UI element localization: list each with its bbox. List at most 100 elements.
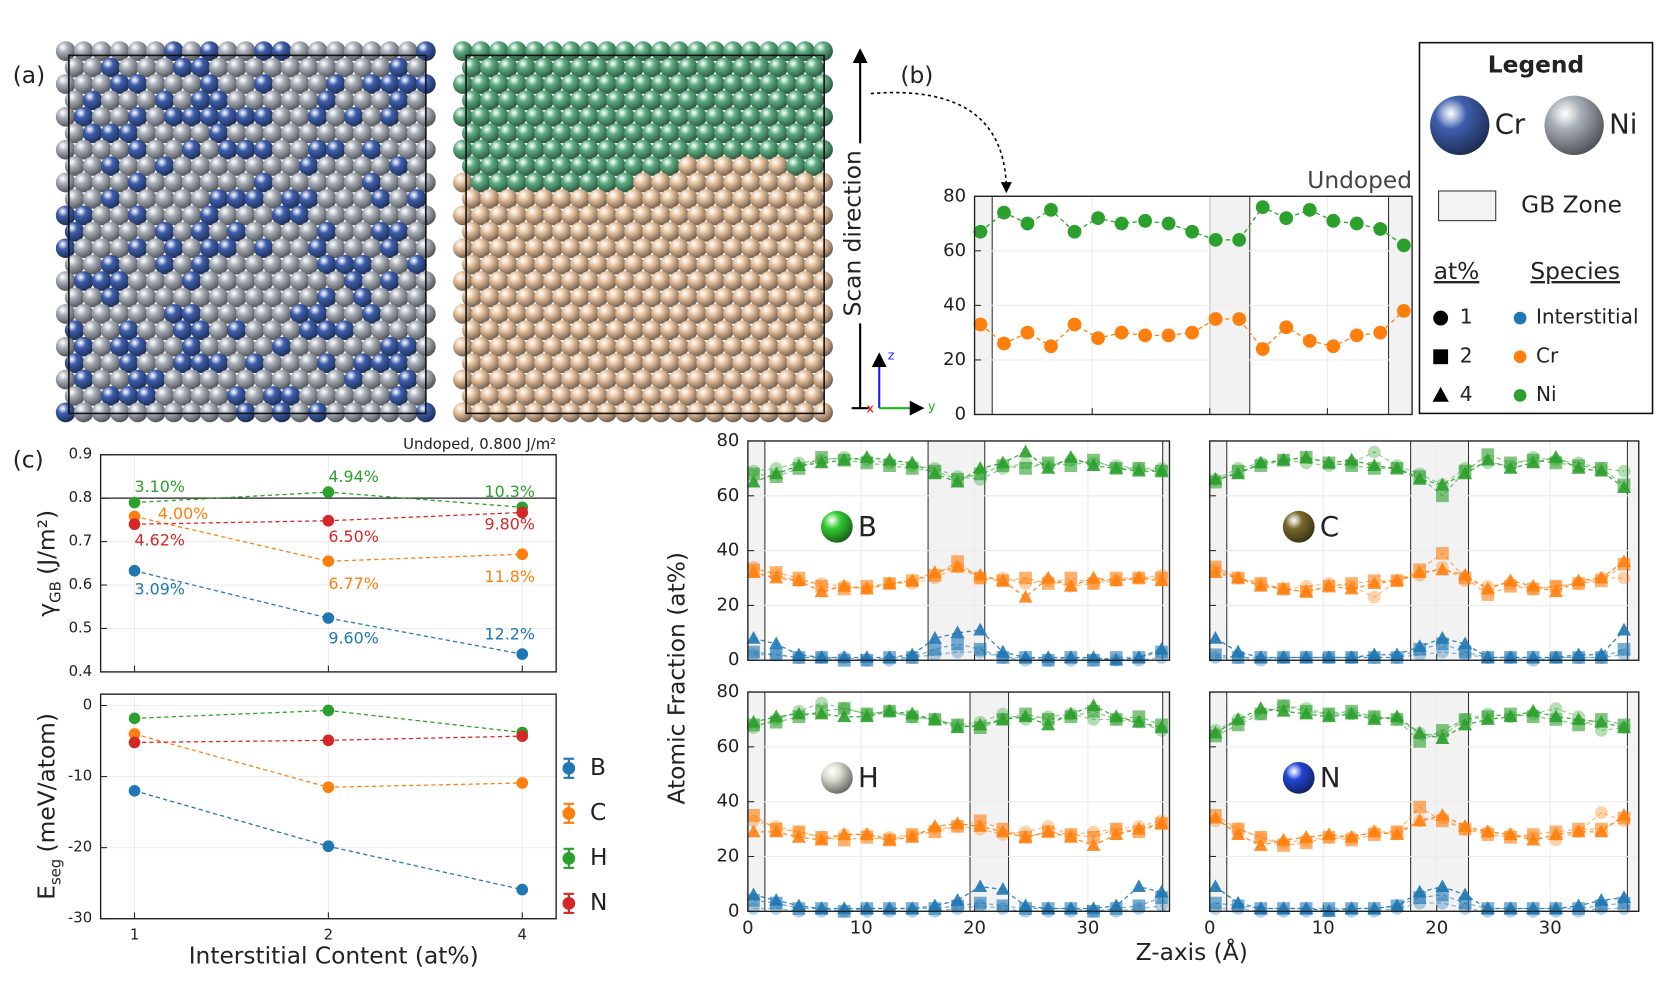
atom: [217, 271, 238, 291]
point-label: 12.2%: [485, 625, 535, 644]
atom: [651, 304, 671, 324]
atom: [73, 205, 94, 226]
atom: [100, 320, 121, 341]
data-point: [1413, 800, 1427, 814]
data-point: [1019, 462, 1032, 475]
atom: [343, 271, 364, 291]
data-point: [1594, 714, 1609, 728]
data-point: [973, 819, 988, 832]
panel-label: (b): [900, 62, 933, 89]
atom: [534, 57, 554, 78]
atom: [453, 238, 473, 259]
data-point: [1526, 832, 1541, 846]
data-point: [322, 486, 335, 498]
panel-label: (a): [13, 62, 45, 89]
atom: [480, 123, 500, 144]
atom: [226, 320, 247, 341]
data-point: [1131, 463, 1146, 477]
atom: [471, 238, 491, 259]
x-tick-label: 0: [742, 917, 753, 938]
data-point: [747, 809, 760, 822]
point-label: 10.3%: [485, 482, 535, 501]
atom: [145, 205, 166, 226]
data-point: [1208, 725, 1223, 739]
data-point: [1548, 709, 1563, 723]
atom: [163, 106, 184, 127]
atom: [795, 74, 815, 94]
atom: [741, 106, 761, 127]
atom: [732, 221, 752, 242]
x-tick-label: 10: [850, 917, 873, 938]
y-tick-label: 0: [728, 900, 739, 921]
atom: [462, 386, 482, 406]
data-point: [1185, 224, 1200, 239]
data-point: [1344, 706, 1359, 720]
atom: [687, 271, 707, 291]
triad-label: z: [888, 348, 895, 363]
atom: [750, 57, 770, 78]
atom: [406, 353, 427, 373]
atom: [786, 189, 806, 209]
atom: [507, 139, 527, 160]
atom: [136, 221, 157, 242]
data-point: [927, 565, 942, 578]
atom: [190, 386, 211, 406]
atom: [597, 205, 617, 226]
atom: [226, 123, 247, 144]
data-point: [1232, 312, 1247, 326]
atom: [588, 156, 608, 176]
legend-label: B: [590, 754, 606, 781]
atom: [678, 320, 698, 341]
atom: [199, 402, 220, 423]
atom: [226, 386, 247, 406]
x-tick-label: 0: [1204, 917, 1215, 938]
atom: [181, 304, 202, 324]
atom: [606, 320, 626, 341]
atom: [741, 74, 761, 94]
atom: [361, 74, 382, 94]
data-point: [1041, 717, 1056, 731]
atom: [750, 156, 770, 176]
atom: [334, 90, 355, 111]
data-point: [1436, 546, 1449, 560]
atom: [145, 74, 166, 94]
atom: [732, 287, 752, 308]
atom: [489, 336, 509, 357]
atom: [289, 304, 310, 324]
point-label: 6.50%: [328, 527, 378, 546]
data-point: [746, 474, 761, 488]
atom: [633, 74, 653, 94]
atom: [253, 238, 274, 259]
atom: [289, 74, 310, 94]
atom: [669, 402, 689, 423]
atom: [786, 156, 806, 176]
atom: [343, 139, 364, 160]
atom: [82, 189, 103, 209]
atom: [696, 353, 716, 373]
atom: [561, 238, 581, 259]
atom: [750, 90, 770, 111]
atom: [172, 90, 193, 111]
atom: [462, 189, 482, 209]
data-point: [1458, 466, 1473, 480]
atom: [777, 139, 797, 160]
atom: [732, 254, 752, 275]
atom: [73, 271, 94, 291]
atom: [280, 90, 301, 111]
atom: [507, 106, 527, 127]
data-point: [814, 455, 829, 469]
data-point: [950, 893, 965, 906]
atom: [651, 271, 671, 291]
atom: [82, 353, 103, 373]
atom: [489, 205, 509, 226]
atom: [498, 254, 518, 275]
data-point: [1480, 712, 1495, 725]
atom: [226, 57, 247, 78]
data-point: [1131, 714, 1146, 728]
atom: [181, 402, 202, 423]
data-point: [1526, 455, 1541, 469]
atom: [55, 205, 76, 226]
atom: [379, 271, 400, 291]
atom: [588, 123, 608, 144]
atom: [388, 221, 409, 242]
